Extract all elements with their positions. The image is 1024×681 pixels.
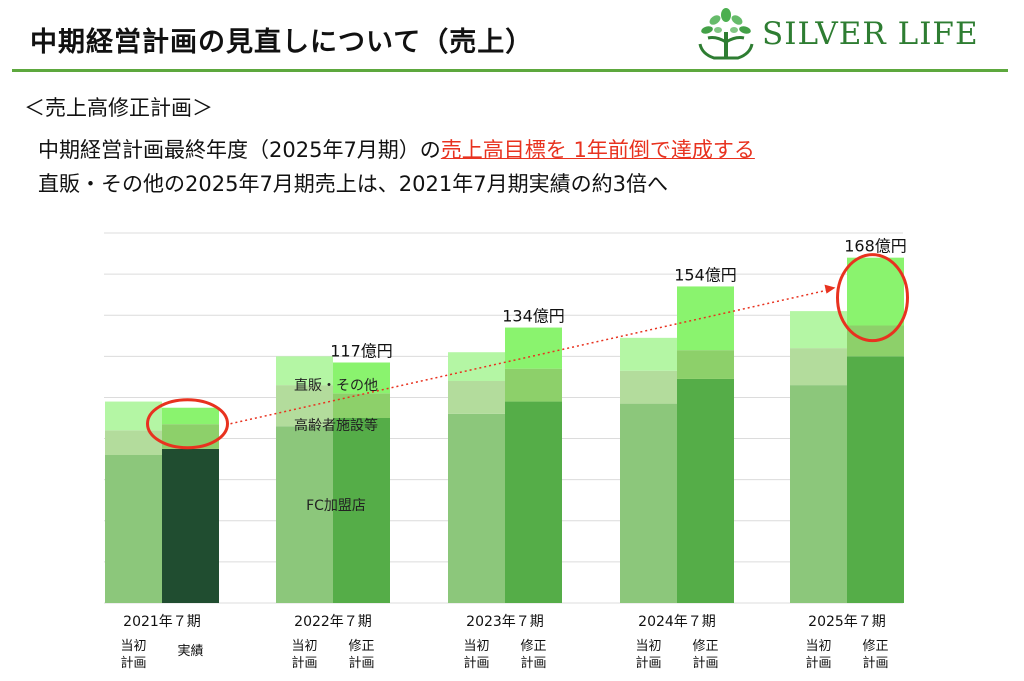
bar-segment <box>790 348 847 386</box>
bar-segment <box>620 403 677 603</box>
summary-line-2: 直販・その他の2025年7月期売上は、2021年7月期実績の約3倍へ <box>38 172 668 196</box>
category-label: 2023年７期 <box>466 614 544 630</box>
bar-sub-label: 修正 <box>862 639 888 654</box>
category-label: 2022年７期 <box>294 614 372 630</box>
page-title: 中期経営計画の見直しについて（売上） <box>30 27 534 58</box>
bar-segment <box>677 350 734 379</box>
tree-logo-icon <box>698 8 754 60</box>
bar-sub-label: 計画 <box>463 655 489 671</box>
bar-segment <box>790 385 847 603</box>
trend-arrow-line <box>230 288 830 425</box>
bar-segment <box>276 426 333 603</box>
bar-sub-label: 計画 <box>635 655 661 671</box>
bar-segment <box>162 448 219 603</box>
bar-segment <box>105 401 162 431</box>
bar-segment <box>333 418 390 603</box>
bar-sub-label: 修正 <box>348 639 374 654</box>
bar-sub-label: 計画 <box>692 655 718 671</box>
bar-segment <box>790 311 847 349</box>
bar-total-label: 154億円 <box>674 265 737 284</box>
section-label: ＜売上高修正計画＞ <box>24 96 213 120</box>
summary-line-1-text: 中期経営計画最終年度（2025年7月期）の <box>38 138 441 162</box>
logo-text: SILVER LIFE <box>762 16 979 52</box>
bar-sub-label: 当初 <box>120 639 146 654</box>
bar-sub-label: 計画 <box>862 655 888 671</box>
bar-sub-label: 計画 <box>348 655 374 671</box>
bar-sub-label: 修正 <box>692 639 718 654</box>
bar-segment <box>276 356 333 386</box>
category-label: 2024年７期 <box>638 614 716 630</box>
summary-line-1-highlight: 売上高目標を 1年前倒で達成する <box>440 138 755 162</box>
bar-segment <box>448 381 505 414</box>
highlight-circle-2021 <box>146 398 229 450</box>
bar-segment <box>847 257 904 326</box>
trend-arrow-head <box>824 284 836 294</box>
bar-segment <box>847 356 904 603</box>
company-logo: SILVER LIFE <box>696 6 1016 62</box>
bar-segment <box>162 407 219 425</box>
bar-sub-label: 当初 <box>635 639 661 654</box>
highlight-circle-2025 <box>836 253 909 343</box>
bar-sub-label: 計画 <box>520 655 546 671</box>
bar-sub-label: 当初 <box>463 639 489 654</box>
bar-segment <box>105 455 162 603</box>
header-divider <box>12 69 1008 72</box>
bar-total-label: 117億円 <box>330 342 393 361</box>
segment-label-fc: FC加盟店 <box>306 498 366 514</box>
bar-segment <box>677 286 734 351</box>
summary-line-1: 中期経営計画最終年度（2025年7月期）の売上高目標を 1年前倒で達成する <box>38 134 755 164</box>
bar-sub-label: 実績 <box>177 643 203 659</box>
bar-segment <box>105 430 162 455</box>
bar-total-label: 134億円 <box>502 307 565 326</box>
bar-segment <box>620 370 677 404</box>
bar-segment <box>505 368 562 402</box>
bar-sub-label: 修正 <box>520 639 546 654</box>
bar-segment <box>505 327 562 369</box>
bar-segment <box>333 362 390 394</box>
bar-total-label: 168億円 <box>844 237 907 256</box>
bar-sub-label: 計画 <box>291 655 317 671</box>
bar-sub-label: 当初 <box>805 639 831 654</box>
bar-segment <box>448 413 505 603</box>
bar-segment <box>620 337 677 371</box>
bar-segment <box>677 378 734 603</box>
bar-sub-label: 当初 <box>291 639 317 654</box>
bar-segment <box>505 401 562 603</box>
category-label: 2021年７期 <box>123 614 201 630</box>
bar-segment <box>448 352 505 381</box>
segment-label-elderly: 高齢者施設等 <box>294 417 378 434</box>
bar-segment <box>333 393 390 418</box>
bar-segment <box>276 385 333 427</box>
category-label: 2025年７期 <box>808 614 886 630</box>
bar-sub-label: 計画 <box>805 655 831 671</box>
segment-label-direct: 直販・その他 <box>294 377 378 394</box>
bar-sub-label: 計画 <box>120 655 146 671</box>
